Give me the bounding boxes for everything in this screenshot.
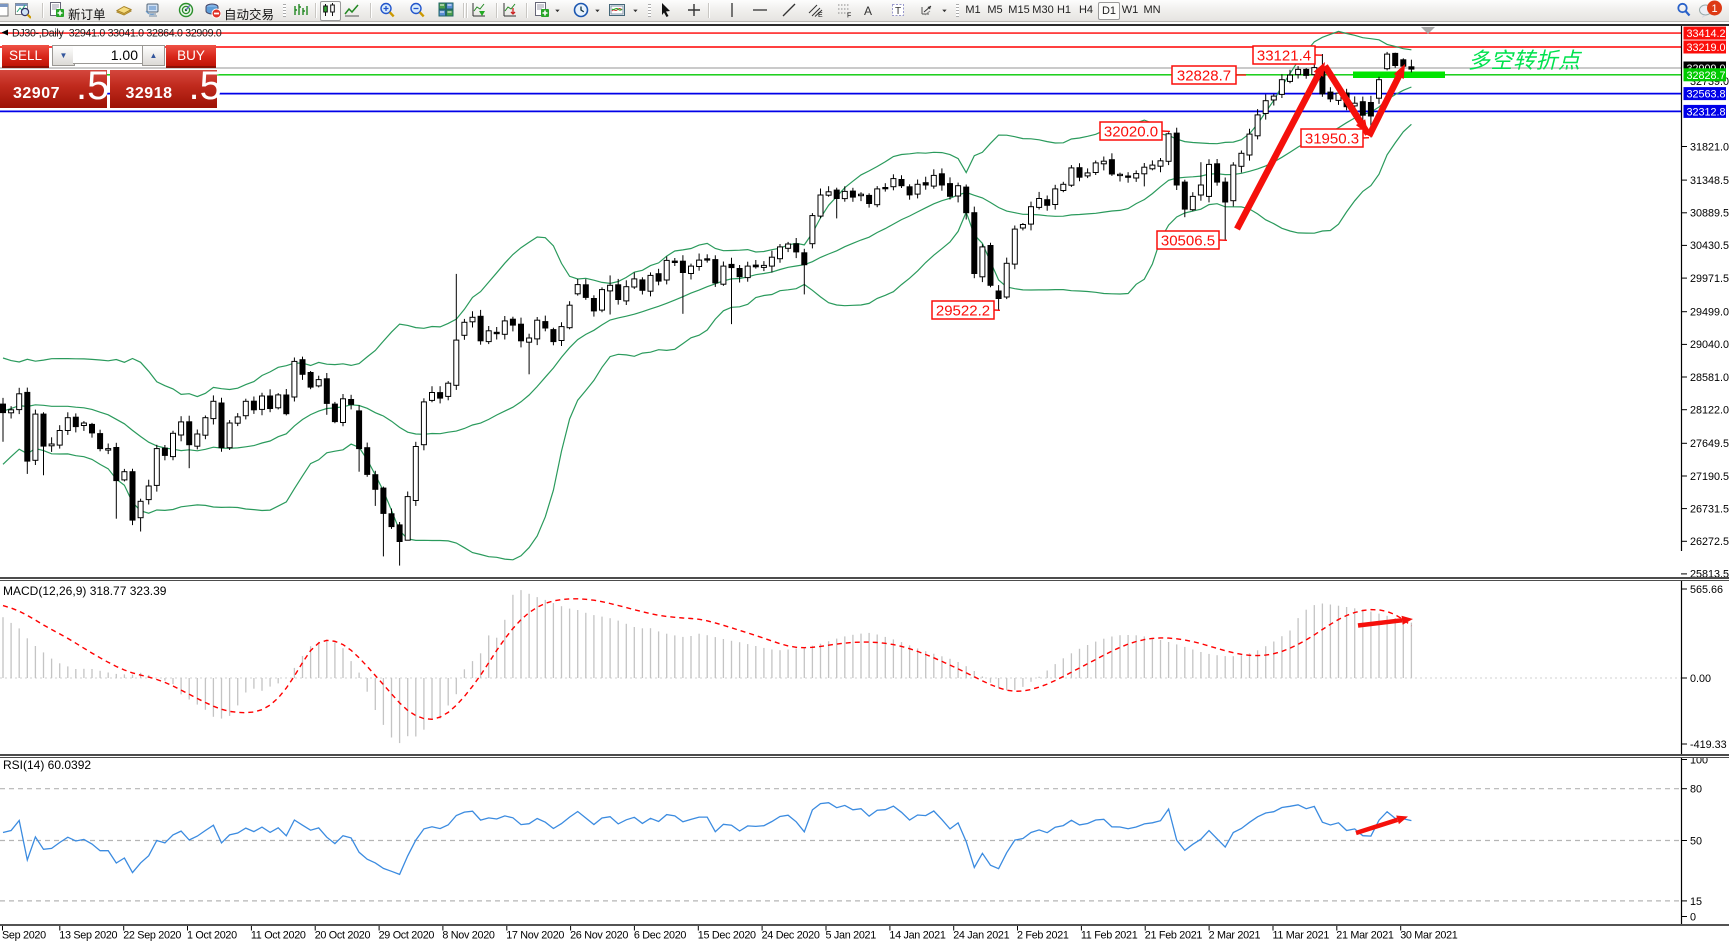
svg-text:29971.5: 29971.5 xyxy=(1690,273,1729,285)
svg-text:26272.5: 26272.5 xyxy=(1690,536,1729,548)
svg-text:21 Feb 2021: 21 Feb 2021 xyxy=(1145,930,1203,941)
svg-text:T: T xyxy=(895,6,901,17)
svg-text:多空转折点: 多空转折点 xyxy=(1468,48,1583,73)
svg-text:5 Jan 2021: 5 Jan 2021 xyxy=(826,930,877,941)
svg-text:26731.5: 26731.5 xyxy=(1690,503,1729,515)
svg-text:27190.5: 27190.5 xyxy=(1690,471,1729,483)
svg-text:31348.5: 31348.5 xyxy=(1690,175,1729,187)
svg-text:11 Feb 2021: 11 Feb 2021 xyxy=(1081,930,1138,941)
svg-text:17 Nov 2020: 17 Nov 2020 xyxy=(506,930,564,941)
svg-text:15: 15 xyxy=(1690,896,1702,908)
svg-text:565.66: 565.66 xyxy=(1690,584,1723,596)
svg-text:RSI(14) 60.0392: RSI(14) 60.0392 xyxy=(3,758,91,772)
svg-text:0: 0 xyxy=(1690,912,1696,924)
svg-text:27649.5: 27649.5 xyxy=(1690,438,1729,450)
svg-text:11 Oct 2020: 11 Oct 2020 xyxy=(251,930,306,941)
svg-text:33121.4: 33121.4 xyxy=(1257,48,1311,65)
svg-text:MACD(12,26,9) 318.77 323.39: MACD(12,26,9) 318.77 323.39 xyxy=(3,584,167,598)
svg-text:32312.8: 32312.8 xyxy=(1687,106,1726,118)
svg-text:32828.7: 32828.7 xyxy=(1687,70,1726,82)
svg-text:29 Oct 2020: 29 Oct 2020 xyxy=(379,930,435,941)
svg-text:30 Mar 2021: 30 Mar 2021 xyxy=(1400,930,1458,941)
svg-text:30506.5: 30506.5 xyxy=(1161,233,1215,250)
svg-text:28122.0: 28122.0 xyxy=(1690,405,1729,417)
svg-text:30889.5: 30889.5 xyxy=(1690,208,1729,220)
svg-text:30430.5: 30430.5 xyxy=(1690,240,1729,252)
svg-text:100: 100 xyxy=(1690,758,1708,767)
svg-text:50: 50 xyxy=(1690,836,1702,848)
svg-text:33414.2: 33414.2 xyxy=(1687,28,1726,40)
svg-text:32563.8: 32563.8 xyxy=(1687,89,1726,101)
svg-text:21 Mar 2021: 21 Mar 2021 xyxy=(1336,930,1394,941)
svg-text:-419.33: -419.33 xyxy=(1690,739,1727,751)
svg-text:8 Nov 2020: 8 Nov 2020 xyxy=(442,930,495,941)
svg-text:29040.0: 29040.0 xyxy=(1690,339,1729,351)
svg-text:E: E xyxy=(818,12,823,19)
svg-text:6 Dec 2020: 6 Dec 2020 xyxy=(634,930,687,941)
svg-text:DJ30-,Daily 32941.0 33041.0 3: DJ30-,Daily 32941.0 33041.0 32864.0 3290… xyxy=(12,28,222,40)
svg-text:11 Mar 2021: 11 Mar 2021 xyxy=(1273,930,1330,941)
svg-text:2 Mar 2021: 2 Mar 2021 xyxy=(1209,930,1261,941)
svg-text:Sep 2020: Sep 2020 xyxy=(2,930,46,941)
svg-text:32828.7: 32828.7 xyxy=(1177,68,1231,85)
svg-text:14 Jan 2021: 14 Jan 2021 xyxy=(889,930,945,941)
svg-text:1 Oct 2020: 1 Oct 2020 xyxy=(187,930,237,941)
svg-text:13 Sep 2020: 13 Sep 2020 xyxy=(59,930,117,941)
svg-text:29499.0: 29499.0 xyxy=(1690,307,1729,319)
svg-text:20 Oct 2020: 20 Oct 2020 xyxy=(315,930,371,941)
svg-text:0.00: 0.00 xyxy=(1690,673,1711,685)
svg-text:1: 1 xyxy=(1711,3,1717,15)
svg-text:80: 80 xyxy=(1690,784,1702,796)
svg-text:26 Nov 2020: 26 Nov 2020 xyxy=(570,930,628,941)
svg-text:F: F xyxy=(847,13,851,20)
svg-text:28581.0: 28581.0 xyxy=(1690,372,1729,384)
svg-text:33219.0: 33219.0 xyxy=(1687,42,1726,54)
svg-text:31950.3: 31950.3 xyxy=(1305,131,1359,148)
svg-text:24 Dec 2020: 24 Dec 2020 xyxy=(762,930,820,941)
svg-text:24 Jan 2021: 24 Jan 2021 xyxy=(953,930,1009,941)
svg-text:25813.5: 25813.5 xyxy=(1690,569,1729,577)
svg-text:32020.0: 32020.0 xyxy=(1104,124,1158,141)
svg-text:15 Dec 2020: 15 Dec 2020 xyxy=(698,930,756,941)
svg-text:22 Sep 2020: 22 Sep 2020 xyxy=(123,930,181,941)
svg-text:31821.0: 31821.0 xyxy=(1690,141,1729,153)
svg-text:2 Feb 2021: 2 Feb 2021 xyxy=(1017,930,1069,941)
svg-text:29522.2: 29522.2 xyxy=(936,303,990,320)
